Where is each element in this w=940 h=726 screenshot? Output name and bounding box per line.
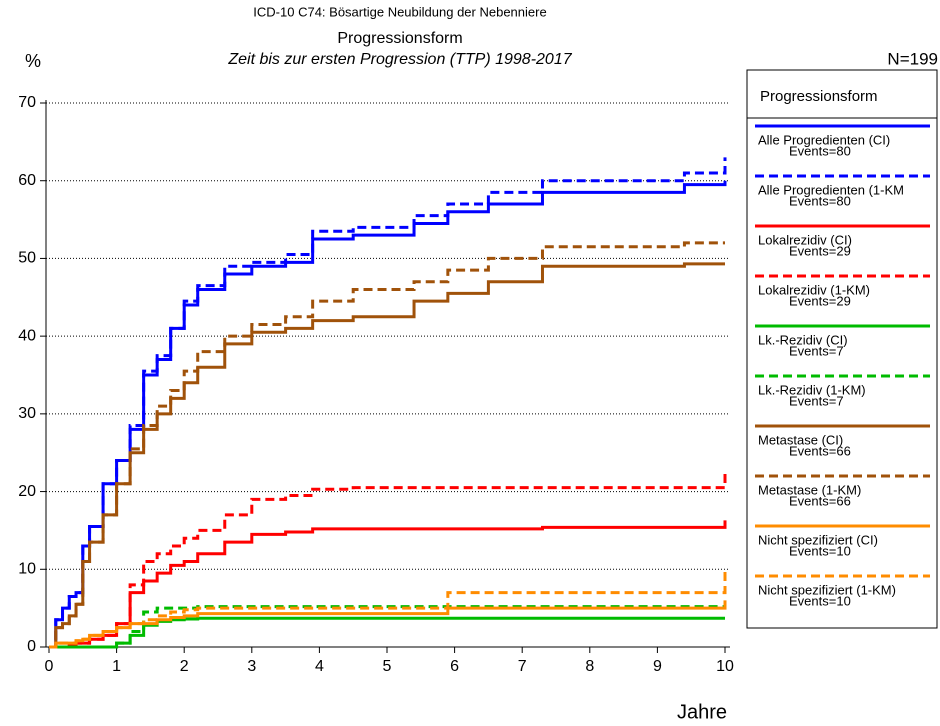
x-tick-label: 0 <box>45 658 54 675</box>
x-tick-label: 1 <box>112 658 121 675</box>
x-tick-label: 9 <box>653 658 662 675</box>
legend-events: Events=10 <box>789 543 851 558</box>
step-line <box>49 157 727 649</box>
legend-title: Progressionsform <box>760 88 878 105</box>
legend-events: Events=7 <box>789 393 844 408</box>
x-tick-label: 6 <box>450 658 459 675</box>
x-tick-label: 8 <box>585 658 594 675</box>
legend-label: Nicht spezifiziert (CI) <box>758 532 878 547</box>
step-line <box>49 569 727 649</box>
y-tick-label: 30 <box>18 405 36 422</box>
n-label: N=199 <box>887 49 938 68</box>
y-tick-label: 20 <box>18 483 36 500</box>
legend-events: Events=80 <box>789 193 851 208</box>
legend-label: Alle Progredienten (1-KM <box>758 182 904 197</box>
y-axis-label: % <box>25 51 41 71</box>
x-tick-label: 5 <box>383 658 392 675</box>
step-line <box>49 262 725 649</box>
legend-events: Events=10 <box>789 593 851 608</box>
step-line <box>49 605 725 649</box>
chart-subtitle-2: Zeit bis zur ersten Progression (TTP) 19… <box>227 51 572 68</box>
y-tick-label: 60 <box>18 172 36 189</box>
y-tick-label: 50 <box>18 250 36 267</box>
legend-label: Alle Progredienten (CI) <box>758 132 890 147</box>
x-tick-label: 10 <box>716 658 734 675</box>
x-tick-label: 3 <box>247 658 256 675</box>
legend-events: Events=7 <box>789 343 844 358</box>
legend-events: Events=29 <box>789 293 851 308</box>
legend-box <box>746 69 938 629</box>
y-tick-label: 40 <box>18 327 36 344</box>
y-tick-label: 10 <box>18 561 36 578</box>
x-tick-label: 4 <box>315 658 324 675</box>
y-tick-label: 70 <box>18 94 36 111</box>
legend-label: Lk.-Rezidiv (1-KM) <box>758 382 866 397</box>
x-axis-label: Jahre <box>677 701 727 723</box>
chart-title: ICD-10 C74: Bösartige Neubildung der Neb… <box>253 4 546 19</box>
step-line <box>49 180 727 649</box>
legend-events: Events=66 <box>789 493 851 508</box>
x-tick-label: 7 <box>518 658 527 675</box>
legend-label: Lokalrezidiv (CI) <box>758 232 852 247</box>
legend-events: Events=29 <box>789 243 851 258</box>
legend-label: Nicht spezifiziert (1-KM) <box>758 582 896 597</box>
y-tick-label: 0 <box>27 638 36 655</box>
legend-label: Metastase (CI) <box>758 432 843 447</box>
step-line <box>49 470 727 649</box>
x-tick-label: 2 <box>180 658 189 675</box>
chart-subtitle: Progressionsform <box>337 30 462 47</box>
legend-label: Metastase (1-KM) <box>758 482 861 497</box>
step-line <box>49 520 727 649</box>
legend-events: Events=66 <box>789 443 851 458</box>
step-line <box>49 241 725 649</box>
legend-label: Lokalrezidiv (1-KM) <box>758 282 870 297</box>
legend-events: Events=80 <box>789 143 851 158</box>
legend-label: Lk.-Rezidiv (CI) <box>758 332 848 347</box>
